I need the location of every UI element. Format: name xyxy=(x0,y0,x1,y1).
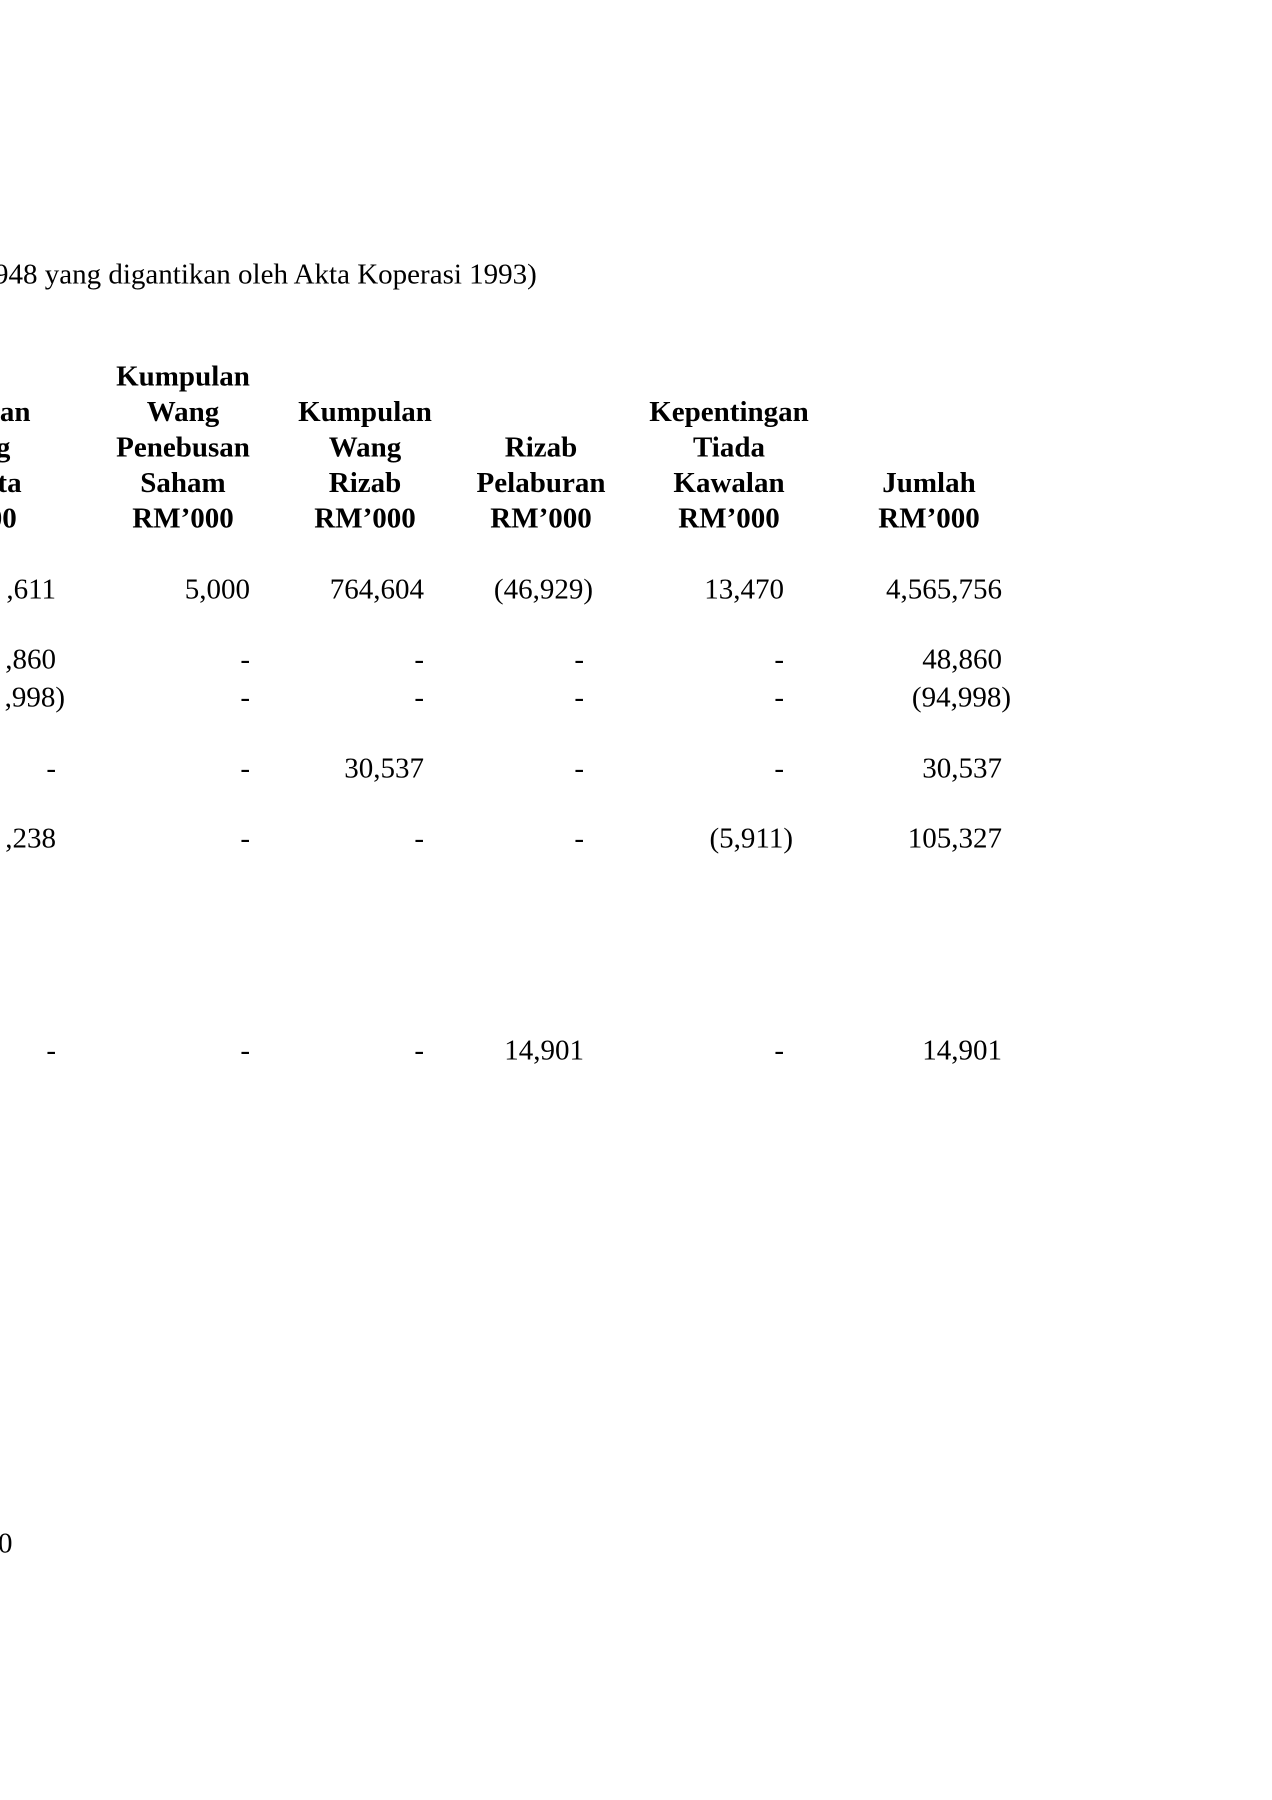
table-cell: 5,000 xyxy=(185,574,250,606)
table-cell: - xyxy=(774,753,784,785)
table-cell: - xyxy=(574,644,584,676)
table-cell: - xyxy=(574,682,584,714)
column-header: Kawalan xyxy=(673,467,784,499)
column-header: Tiada xyxy=(693,432,766,464)
column-header: Kumpulan xyxy=(116,361,250,393)
column-header: gota xyxy=(0,467,22,499)
column-header: RM’000 xyxy=(878,503,979,535)
title: 948 yang digantikan oleh Akta Koperasi 1… xyxy=(0,259,537,291)
table-cell: - xyxy=(46,1035,56,1067)
table-cell: - xyxy=(240,682,250,714)
table-cell: - xyxy=(414,682,424,714)
table-cell: 30,537 xyxy=(922,753,1002,785)
table-cell: - xyxy=(240,1035,250,1067)
table-cell: ,238 xyxy=(5,823,56,855)
column-header: Saham xyxy=(140,467,225,499)
table-cell: 764,604 xyxy=(330,574,425,606)
table-cell: - xyxy=(46,753,56,785)
table-cell: 4,565,756 xyxy=(886,574,1002,606)
table-cell: - xyxy=(414,823,424,855)
column-header: Jumlah xyxy=(882,467,975,499)
column-header: Wang xyxy=(329,432,402,464)
column-header: Rizab xyxy=(505,432,578,464)
column-header: RM’000 xyxy=(314,503,415,535)
table-cell: - xyxy=(240,644,250,676)
column-header: RM’000 xyxy=(678,503,779,535)
column-header: pulan xyxy=(0,396,30,428)
column-header: Penebusan xyxy=(116,432,250,464)
table-cell: - xyxy=(240,753,250,785)
table-cell: (94,998) xyxy=(912,682,1011,714)
table-cell: 14,901 xyxy=(922,1035,1002,1067)
column-header: 000 xyxy=(0,503,17,535)
column-header: RM’000 xyxy=(132,503,233,535)
table-cell: - xyxy=(774,644,784,676)
column-header: Pelaburan xyxy=(477,467,606,499)
column-header: Kepentingan xyxy=(649,396,809,428)
column-header: Rizab xyxy=(329,467,402,499)
page-number: 0 xyxy=(0,1528,13,1560)
table-cell: 105,327 xyxy=(908,823,1002,855)
table-cell: ,611 xyxy=(6,574,56,606)
table-cell: - xyxy=(414,1035,424,1067)
table-cell: ,998) xyxy=(5,682,65,714)
column-header: ng xyxy=(0,432,11,464)
column-header: RM’000 xyxy=(490,503,591,535)
column-header: Kumpulan xyxy=(298,396,432,428)
table-cell: - xyxy=(774,682,784,714)
table-cell: 14,901 xyxy=(504,1035,584,1067)
table-cell: 48,860 xyxy=(922,644,1002,676)
table-cell: 30,537 xyxy=(344,753,424,785)
table-cell: - xyxy=(574,823,584,855)
table-cell: (5,911) xyxy=(710,823,794,855)
table-cell: - xyxy=(574,753,584,785)
table-cell: 13,470 xyxy=(704,574,784,606)
table-cell: - xyxy=(774,1035,784,1067)
column-header: Wang xyxy=(147,396,220,428)
table-cell: - xyxy=(414,644,424,676)
table-cell: ,860 xyxy=(5,644,56,676)
table-cell: (46,929) xyxy=(494,574,593,606)
table-cell: - xyxy=(240,823,250,855)
